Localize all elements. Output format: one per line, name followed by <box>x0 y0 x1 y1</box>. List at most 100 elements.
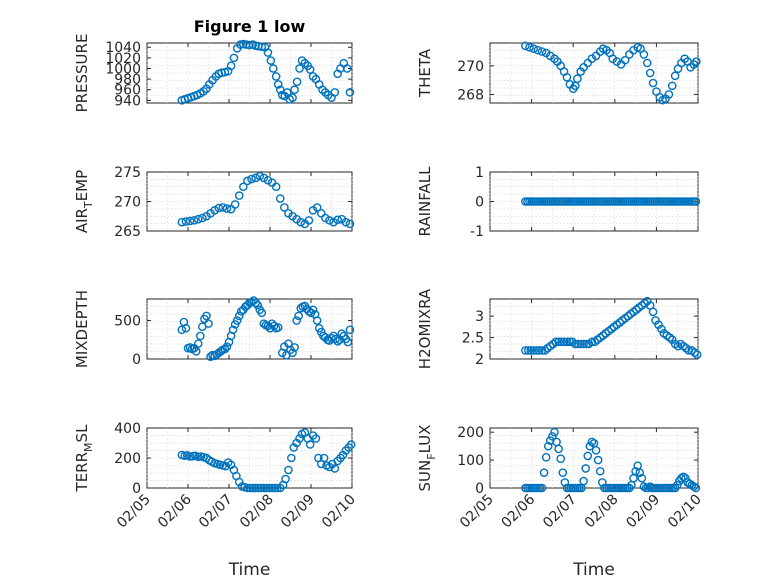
data-point <box>587 437 597 447</box>
x-tick-label: 02/07 <box>196 492 236 532</box>
y-axis-label-rest: SL <box>73 424 91 443</box>
data-point <box>591 446 601 455</box>
y-tick-label: 0 <box>132 352 141 368</box>
data-point <box>664 90 674 99</box>
data-point <box>193 214 203 224</box>
data-point <box>234 191 244 200</box>
data-point <box>551 337 561 347</box>
y-axis-label: SUNFLUX <box>416 425 438 492</box>
x-tick-label: 02/06 <box>155 491 195 531</box>
x-tick-label: 02/10 <box>665 492 705 532</box>
data-point <box>333 337 342 346</box>
data-point <box>593 455 603 465</box>
data-point <box>271 182 281 192</box>
data-point <box>595 466 605 476</box>
data-point <box>546 436 555 445</box>
data-point <box>185 343 195 352</box>
data-point <box>640 298 650 308</box>
data-point <box>525 42 534 52</box>
x-tick-label: 02/09 <box>278 492 318 532</box>
data-point <box>222 204 232 213</box>
data-point <box>521 346 530 355</box>
data-point <box>554 444 563 454</box>
data-point <box>333 215 342 225</box>
data-point <box>554 337 563 347</box>
data-point <box>263 48 273 57</box>
data-point <box>537 47 547 56</box>
data-point <box>550 427 559 437</box>
y-axis-label-rest: LUX <box>416 425 434 454</box>
y-tick-label: 270 <box>114 195 141 211</box>
x-tick-label: 02/06 <box>499 491 539 531</box>
y-tick-label: 265 <box>114 224 141 240</box>
subplot-2: 270 268 THETA <box>416 41 701 105</box>
subplot-3: 275 270 265 AIRTEMP <box>73 165 355 240</box>
data-point <box>692 350 702 360</box>
data-point <box>228 325 238 335</box>
data-point <box>635 468 645 477</box>
data-point <box>342 64 352 73</box>
data-point <box>195 331 205 341</box>
data-point <box>632 305 641 315</box>
y-axis-label-rest: EMP <box>73 170 91 201</box>
data-point <box>537 483 547 493</box>
data-point <box>637 473 647 483</box>
data-series <box>177 171 355 229</box>
data-point <box>559 337 569 347</box>
data-point <box>582 339 591 349</box>
data-point <box>330 464 340 473</box>
data-point <box>681 473 690 483</box>
data-point <box>305 440 315 449</box>
x-tick-label: 02/08 <box>582 492 622 532</box>
data-point <box>581 464 590 473</box>
y-tick-label: 270 <box>457 59 484 75</box>
data-point <box>623 311 633 321</box>
y-tick-label: -1 <box>470 224 484 240</box>
plot-area <box>489 42 699 104</box>
subplot-6: 3 2.5 2 H2OMIXRA <box>416 288 702 369</box>
data-series <box>177 296 355 361</box>
data-point <box>645 68 655 78</box>
x-axis-label: Time <box>228 560 271 580</box>
data-series <box>521 197 701 206</box>
data-point <box>576 339 585 349</box>
y-axis-label: H2OMIXRA <box>416 288 434 369</box>
y-tick-label: 200 <box>114 451 141 467</box>
data-point <box>539 468 549 477</box>
data-point <box>290 343 299 352</box>
data-point <box>246 483 255 493</box>
data-point <box>690 348 699 357</box>
data-point <box>220 344 230 354</box>
data-point <box>657 324 666 334</box>
data-point <box>232 316 242 325</box>
data-point <box>304 216 314 225</box>
y-axis-label: TERRMSL <box>73 424 95 493</box>
data-point <box>255 171 265 181</box>
y-tick-label: 400 <box>114 421 141 437</box>
data-point <box>346 440 356 449</box>
data-point <box>682 343 691 353</box>
data-point <box>337 329 347 338</box>
data-point <box>311 434 321 443</box>
data-point <box>521 41 530 51</box>
data-point <box>643 483 653 493</box>
data-point <box>243 483 252 493</box>
data-point <box>243 176 252 186</box>
data-point <box>345 325 355 335</box>
data-point <box>673 341 683 351</box>
data-point <box>565 337 575 347</box>
y-axis-label-main: TERR <box>73 452 91 493</box>
data-point <box>691 197 701 206</box>
y-tick-label: 0 <box>475 195 484 211</box>
data-point <box>331 334 340 344</box>
y-tick-label: 980 <box>114 72 141 88</box>
data-point <box>214 203 224 213</box>
data-point <box>607 324 616 334</box>
data-point <box>598 331 608 340</box>
data-point <box>648 307 658 317</box>
subplot-4: 1 0 -1 RAINFALL <box>416 165 701 240</box>
data-point <box>557 337 566 347</box>
data-point <box>345 88 355 97</box>
data-point <box>689 482 699 491</box>
